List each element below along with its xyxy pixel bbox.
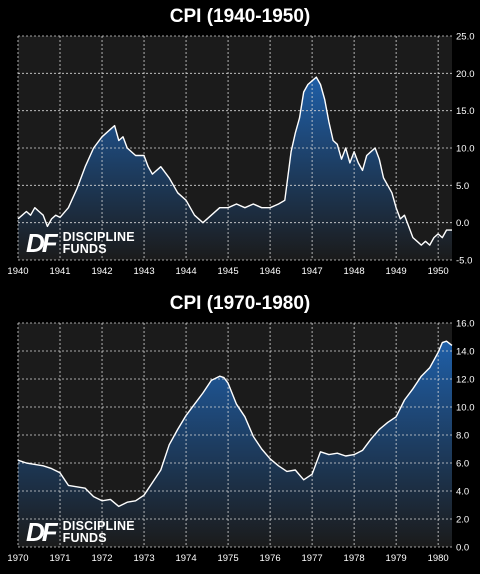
chart-plot: 1940 1941 1942 1943 1944 1945 1946 1947 1948 1949… xyxy=(7,32,475,278)
x-tick-label: 1943 xyxy=(133,266,154,277)
cpi-1940-1950-chart: CPI (1940-1950) 1940 1941 1942 1943 1944 1945… xyxy=(7,6,475,278)
x-tick-label: 1980 xyxy=(428,553,449,564)
x-tick-label: 1971 xyxy=(49,553,70,564)
y-tick-label: 0.0 xyxy=(456,218,469,229)
series-line xyxy=(17,340,453,508)
logo-line-1: DISCIPLINE xyxy=(62,229,135,244)
y-tick-label: 4.0 xyxy=(456,487,469,498)
discipline-funds-logo: DF DISCIPLINE FUNDS xyxy=(26,230,135,256)
x-tick-label: 1941 xyxy=(49,266,70,277)
y-tick-label: 14.0 xyxy=(456,347,475,358)
y-tick-label: -5.0 xyxy=(456,256,472,267)
y-tick-label: 10.0 xyxy=(456,144,475,155)
series-area xyxy=(18,77,452,260)
x-tick-label: 1940 xyxy=(7,266,28,277)
y-tick-label: 2.0 xyxy=(456,515,469,526)
x-tick-label: 1946 xyxy=(260,266,281,277)
y-tick-label: 0.0 xyxy=(456,543,469,554)
x-tick-label: 1944 xyxy=(175,266,196,277)
x-tick-label: 1950 xyxy=(428,266,449,277)
x-tick-label: 1978 xyxy=(344,553,365,564)
y-tick-label: 15.0 xyxy=(456,106,475,117)
discipline-funds-logo: DF DISCIPLINE FUNDS xyxy=(26,519,135,545)
chart-plot: 1970 1971 1972 1973 1974 1975 1976 1977 1978 1979… xyxy=(7,319,475,565)
x-tick-label: 1970 xyxy=(7,553,28,564)
logo-line-2: FUNDS xyxy=(62,242,107,256)
y-tick-label: 25.0 xyxy=(456,32,475,43)
x-tick-label: 1977 xyxy=(302,553,323,564)
x-tick-label: 1947 xyxy=(302,266,323,277)
x-tick-label: 1949 xyxy=(386,266,407,277)
x-tick-label: 1979 xyxy=(386,553,407,564)
y-tick-label: 8.0 xyxy=(456,431,469,442)
logo-line-1: DISCIPLINE xyxy=(62,518,135,533)
x-tick-label: 1942 xyxy=(91,266,112,277)
series-area xyxy=(18,341,452,547)
cpi-1970-1980-chart: CPI (1970-1980) 1970 1971 1972 1973 1974 1975… xyxy=(0,287,480,574)
x-tick-label: 1945 xyxy=(217,266,238,277)
y-tick-label: 12.0 xyxy=(456,375,475,386)
x-tick-label: 1974 xyxy=(175,553,196,564)
x-tick-label: 1976 xyxy=(260,553,281,564)
y-tick-label: 6.0 xyxy=(456,459,469,470)
y-tick-label: 16.0 xyxy=(456,319,475,330)
x-tick-label: 1972 xyxy=(91,553,112,564)
logo-line-2: FUNDS xyxy=(62,531,107,545)
logo-mark: DF xyxy=(26,228,58,258)
y-tick-label: 20.0 xyxy=(456,69,475,80)
y-tick-label: 5.0 xyxy=(456,181,469,192)
chart-title: CPI (1970-1980) xyxy=(169,293,311,314)
chart-title: CPI (1940-1950) xyxy=(169,6,311,27)
series-line xyxy=(17,76,452,246)
x-tick-label: 1973 xyxy=(133,553,154,564)
logo-mark: DF xyxy=(26,517,58,547)
x-tick-label: 1975 xyxy=(217,553,238,564)
y-tick-label: 10.0 xyxy=(456,403,475,414)
x-tick-label: 1948 xyxy=(344,266,365,277)
